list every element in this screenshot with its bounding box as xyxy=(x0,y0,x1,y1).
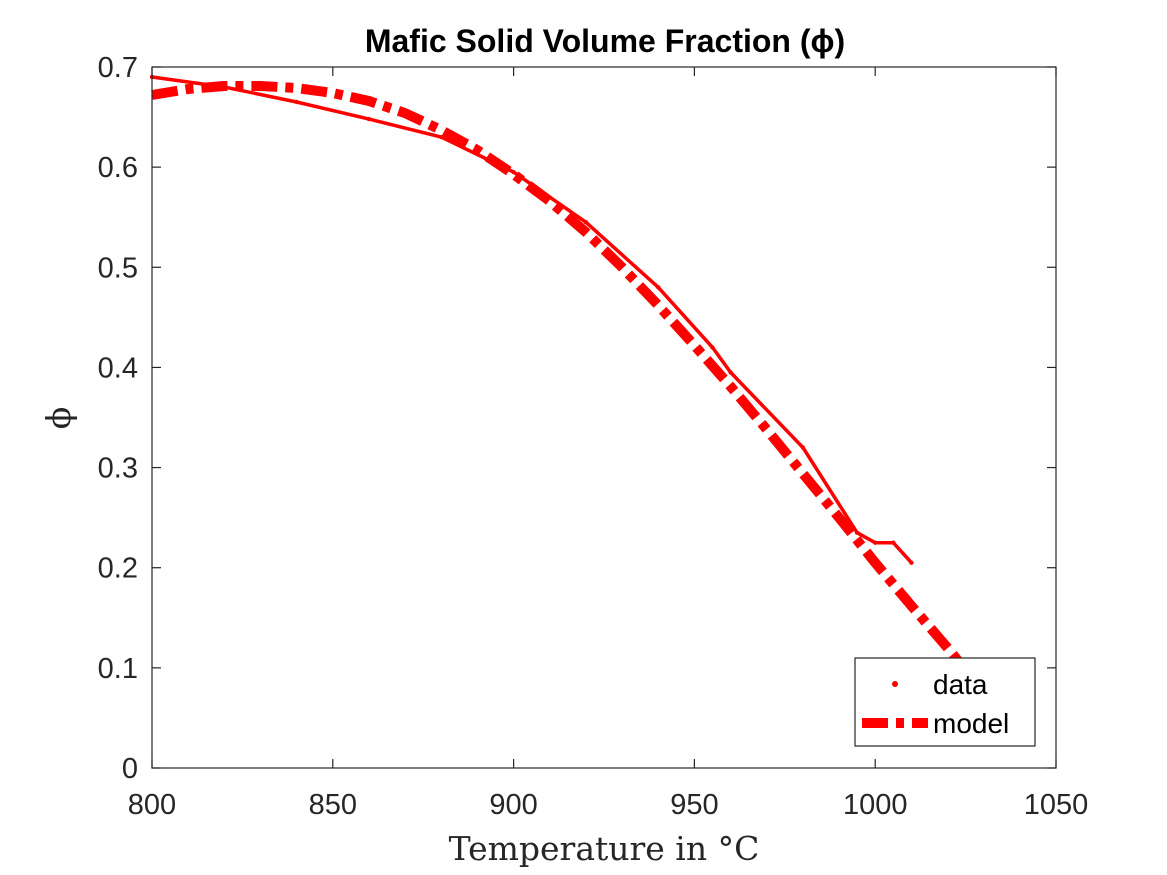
y-tick-label: 0.5 xyxy=(98,252,138,284)
x-tick-label: 900 xyxy=(489,789,537,821)
series-data-point xyxy=(366,116,372,122)
y-tick-label: 0 xyxy=(122,753,138,785)
y-tick-label: 0.3 xyxy=(98,453,138,485)
series-model-line xyxy=(151,81,970,674)
legend: data model xyxy=(854,657,1036,747)
axis-ticks: 800 850 900 950 1000 1050 0 0.1 0.2 0.3 0.4 0.5 0.6 0… xyxy=(98,52,1089,821)
legend-box xyxy=(854,657,1036,747)
plot-area xyxy=(149,74,970,674)
y-tick-label: 0.1 xyxy=(98,653,138,685)
series-data-point xyxy=(800,445,806,450)
y-tick-label: 0.4 xyxy=(98,352,138,384)
series-data-point xyxy=(710,345,715,350)
x-tick-label: 1000 xyxy=(843,789,908,821)
series-data-point xyxy=(854,530,860,535)
x-tick-label: 800 xyxy=(128,789,176,821)
y-tick-label: 0.6 xyxy=(98,152,138,184)
series-data-point xyxy=(511,169,516,175)
series-data-point xyxy=(909,560,914,565)
y-tick-label: 0.7 xyxy=(98,52,138,84)
series-data-point xyxy=(891,540,896,545)
chart-title: Mafic Solid Volume Fraction (ϕ) xyxy=(365,23,845,59)
x-tick-label: 1050 xyxy=(1024,789,1089,821)
series-data-point xyxy=(656,285,661,290)
x-axis-label: Temperature in °C xyxy=(449,829,760,868)
series-data-point xyxy=(583,220,589,225)
legend-item-model: model xyxy=(933,708,1009,739)
y-tick-label: 0.2 xyxy=(98,553,138,585)
legend-item-data: data xyxy=(933,669,988,700)
legend-data-marker xyxy=(892,681,898,687)
x-tick-label: 850 xyxy=(309,789,357,821)
series-data-point xyxy=(294,99,299,105)
plot-frame xyxy=(151,66,1057,769)
series-data-point xyxy=(728,370,733,375)
x-tick-label: 950 xyxy=(670,789,718,821)
y-axis-label: ϕ xyxy=(39,407,78,430)
series-data-point xyxy=(873,540,878,545)
